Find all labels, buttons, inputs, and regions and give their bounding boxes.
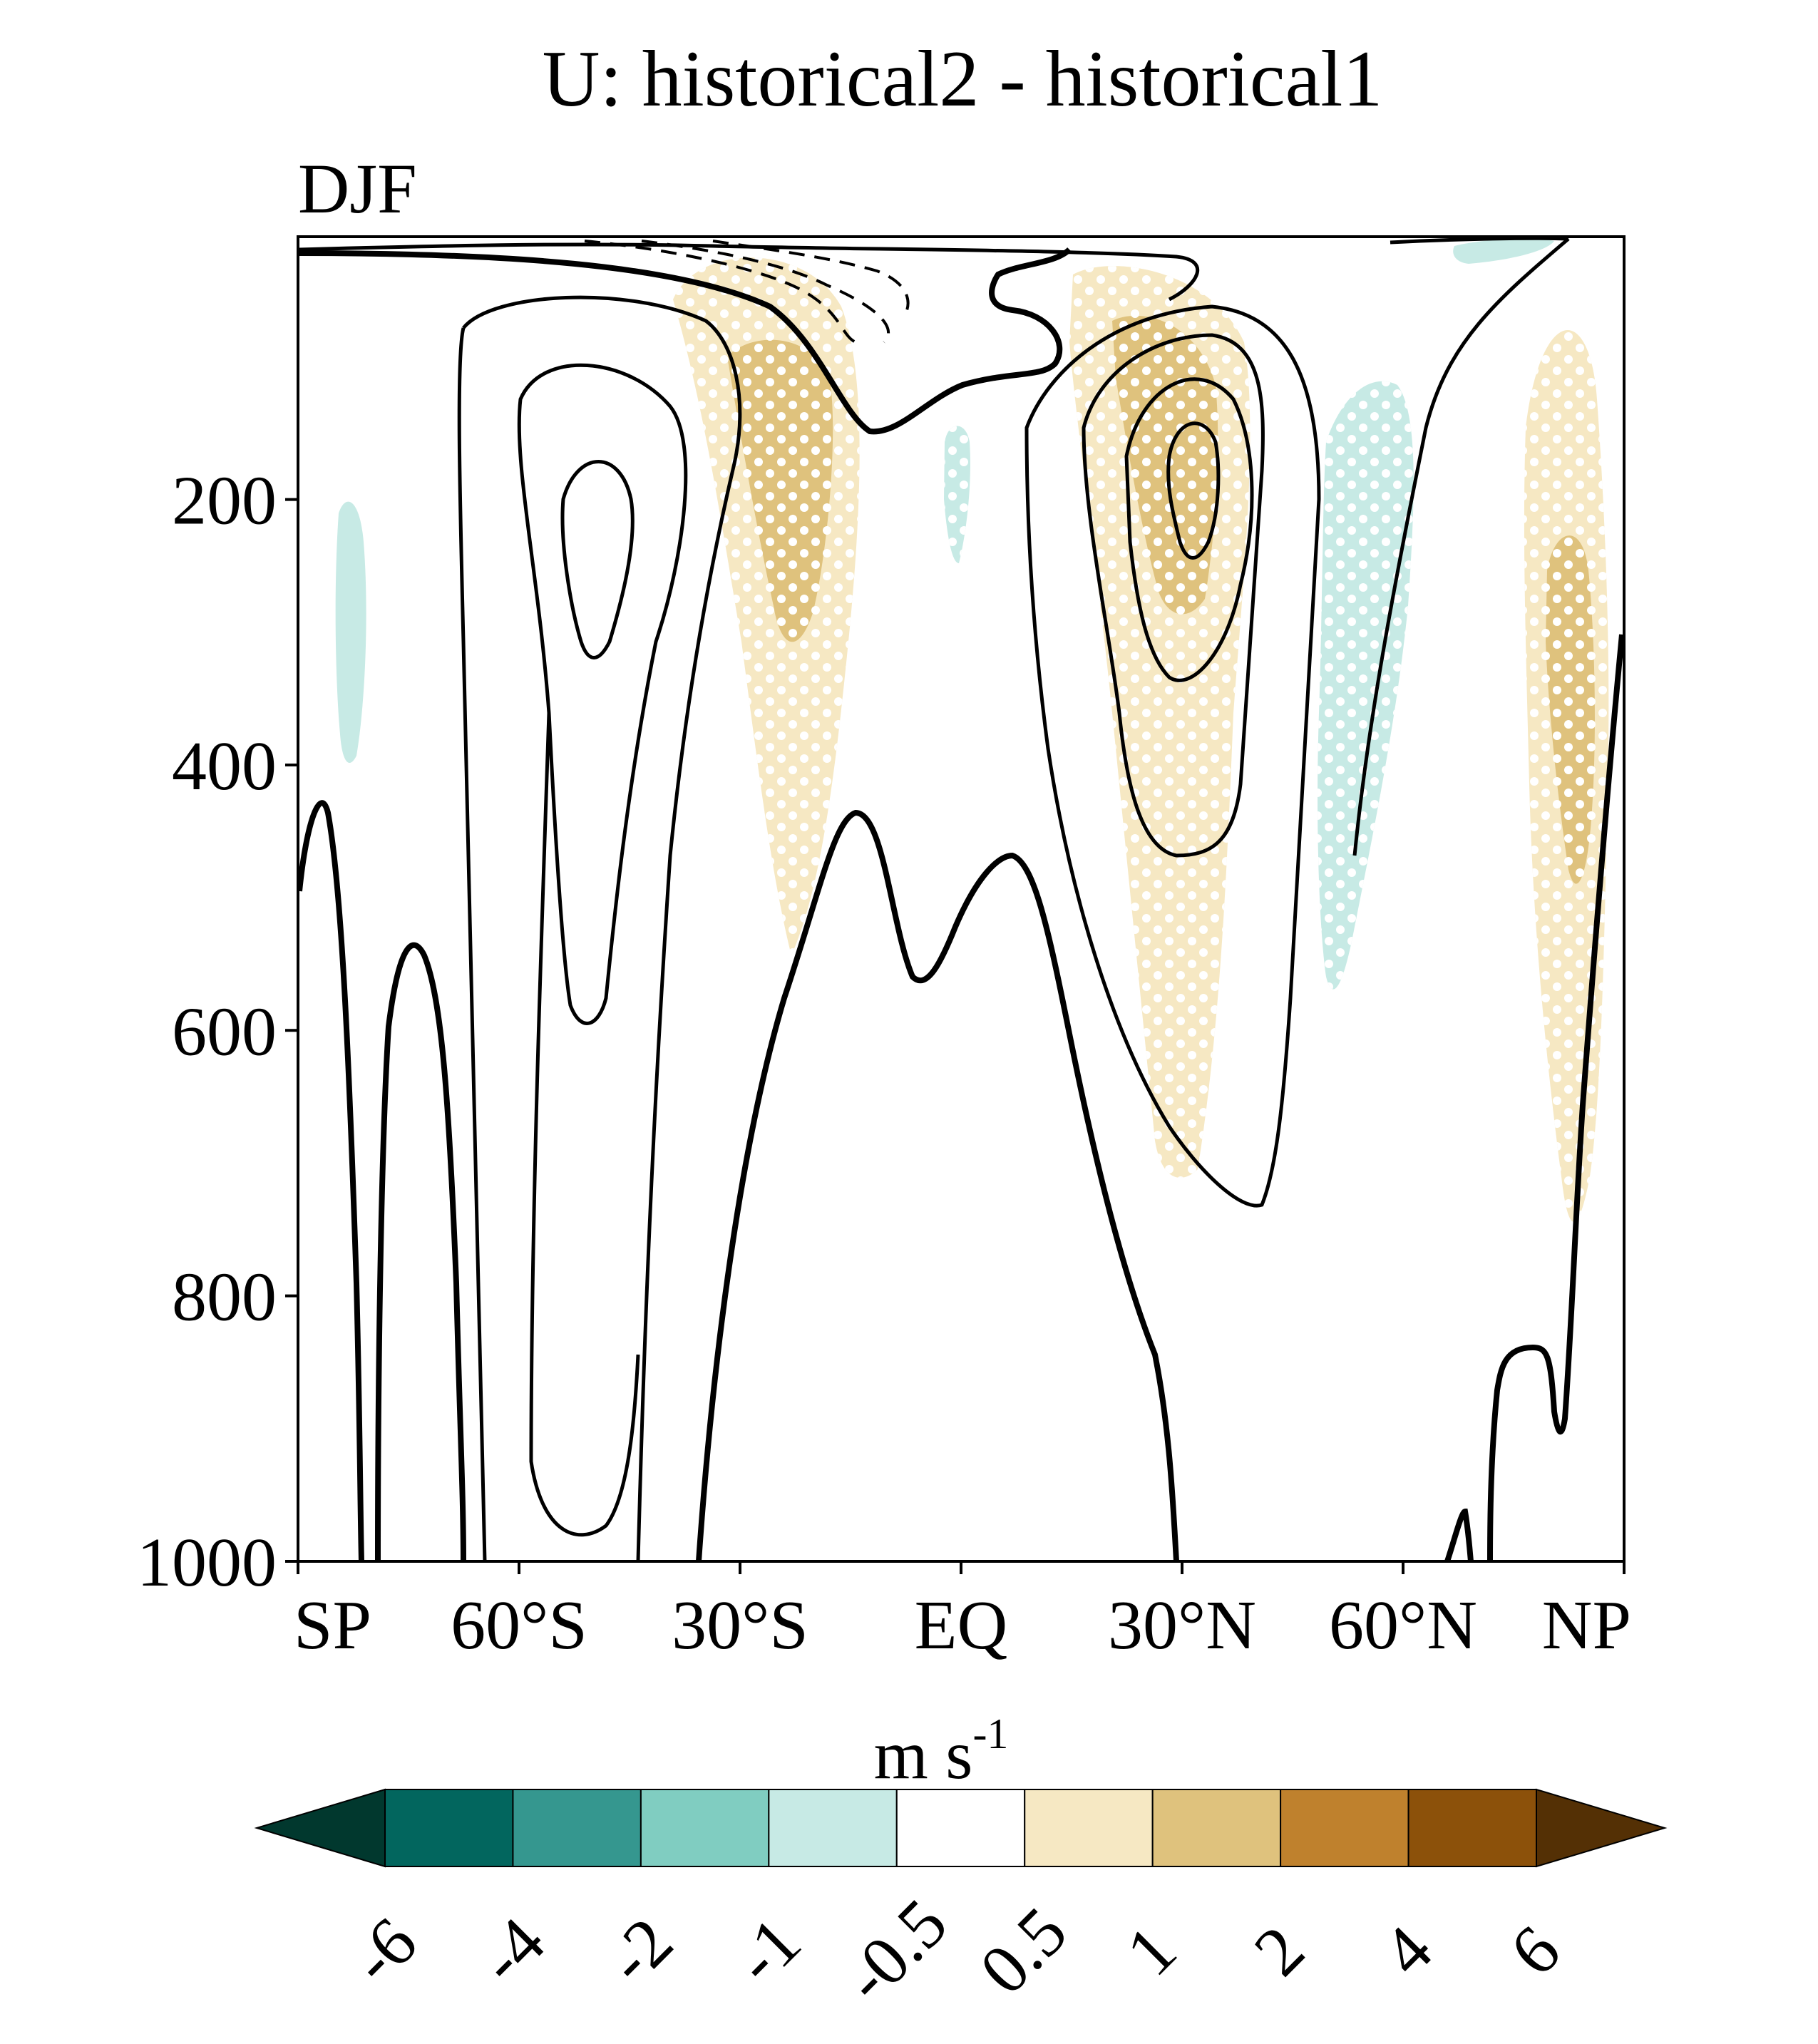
y-tick-label: 200 xyxy=(172,463,277,540)
colorbar-level-label: -1 xyxy=(720,1904,816,1999)
contour-sh-2 xyxy=(517,363,688,1025)
colorbar-level-label: 6 xyxy=(1496,1911,1575,1991)
colorbar-level-label: -0.5 xyxy=(829,1885,962,2018)
y-tick-label: 400 xyxy=(172,728,277,805)
colorbar-level-label: 2 xyxy=(1240,1911,1319,1991)
contour-zero-sp xyxy=(298,800,364,1561)
x-tick-label: 60°S xyxy=(451,1587,587,1664)
contour-zero-60s xyxy=(375,942,466,1561)
x-tick-label: SP xyxy=(294,1587,371,1664)
shade-top-north-neg xyxy=(1453,238,1554,264)
contour-nh-4 xyxy=(1166,421,1221,560)
colorbar-level-label: 4 xyxy=(1368,1911,1447,1991)
contour-zero-top xyxy=(299,247,1072,435)
contour-neg-3 xyxy=(712,240,910,314)
colorbar-low-triangle xyxy=(254,1788,386,1868)
plot-area xyxy=(298,237,1624,1561)
x-tick-label: EQ xyxy=(915,1587,1008,1664)
y-axis: 200 400 600 800 1000 xyxy=(137,463,298,1601)
colorbar-level-label: -6 xyxy=(337,1904,432,1999)
colorbar-segment xyxy=(512,1789,642,1867)
colorbar-segment xyxy=(1407,1789,1537,1867)
x-tick-label: NP xyxy=(1542,1587,1631,1664)
colorbar-segment xyxy=(640,1789,770,1867)
contour-neg-1 xyxy=(584,240,857,344)
colorbar-segment xyxy=(895,1789,1026,1867)
colorbar-segment xyxy=(384,1789,514,1867)
colorbar-segment xyxy=(1151,1789,1282,1867)
contours xyxy=(298,237,1624,1561)
colorbar-label: m s-1 xyxy=(874,1710,1009,1794)
x-tick-label: 60°N xyxy=(1329,1587,1477,1664)
contour-sh-outer xyxy=(457,295,742,1561)
contour-zero-mid xyxy=(696,809,1179,1561)
contour-nh-3 xyxy=(1124,377,1254,682)
contour-top-1 xyxy=(299,242,1200,302)
contour-nh-outer xyxy=(1024,304,1321,1208)
colorbar-level-label: -4 xyxy=(464,1904,560,1999)
contour-zero-np-b xyxy=(1444,1508,1474,1561)
chart-title: U: historical2 - historical1 xyxy=(543,35,1383,123)
contour-sh-3 xyxy=(560,460,635,659)
colorbar-segment xyxy=(768,1789,898,1867)
contour-neg-2 xyxy=(641,240,890,344)
contour-sh-lower xyxy=(529,712,640,1537)
colorbar-level-label: 1 xyxy=(1112,1911,1191,1991)
x-tick-label: 30°N xyxy=(1108,1587,1256,1664)
colorbar-unit: m s xyxy=(874,1717,973,1794)
colorbar-high-triangle xyxy=(1536,1788,1668,1868)
y-tick-label: 1000 xyxy=(137,1524,277,1601)
x-tick-label: 30°S xyxy=(672,1587,808,1664)
colorbar-segment xyxy=(1024,1789,1154,1867)
colorbar-unit-exponent: -1 xyxy=(972,1710,1008,1757)
shade-84s-neg xyxy=(335,501,366,763)
contour-nh-2 xyxy=(1082,333,1265,858)
colorbar-level-label: 0.5 xyxy=(965,1893,1082,2009)
contour-top-2 xyxy=(1390,237,1569,245)
colorbar: -6 -4 -2 -1 -0.5 0.5 1 2 4 6 xyxy=(254,1788,1668,2018)
colorbar-segment xyxy=(1280,1789,1409,1867)
y-tick-label: 600 xyxy=(172,993,277,1070)
season-label: DJF xyxy=(298,149,417,228)
y-tick-label: 800 xyxy=(172,1259,277,1336)
contour-right-1 xyxy=(1352,237,1570,856)
stippling xyxy=(673,257,1609,1222)
contour-zero-np xyxy=(1487,634,1624,1561)
colorbar-level-label: -2 xyxy=(592,1904,687,1999)
x-axis: SP 60°S 30°S EQ 30°N 60°N NP xyxy=(294,1561,1631,1664)
